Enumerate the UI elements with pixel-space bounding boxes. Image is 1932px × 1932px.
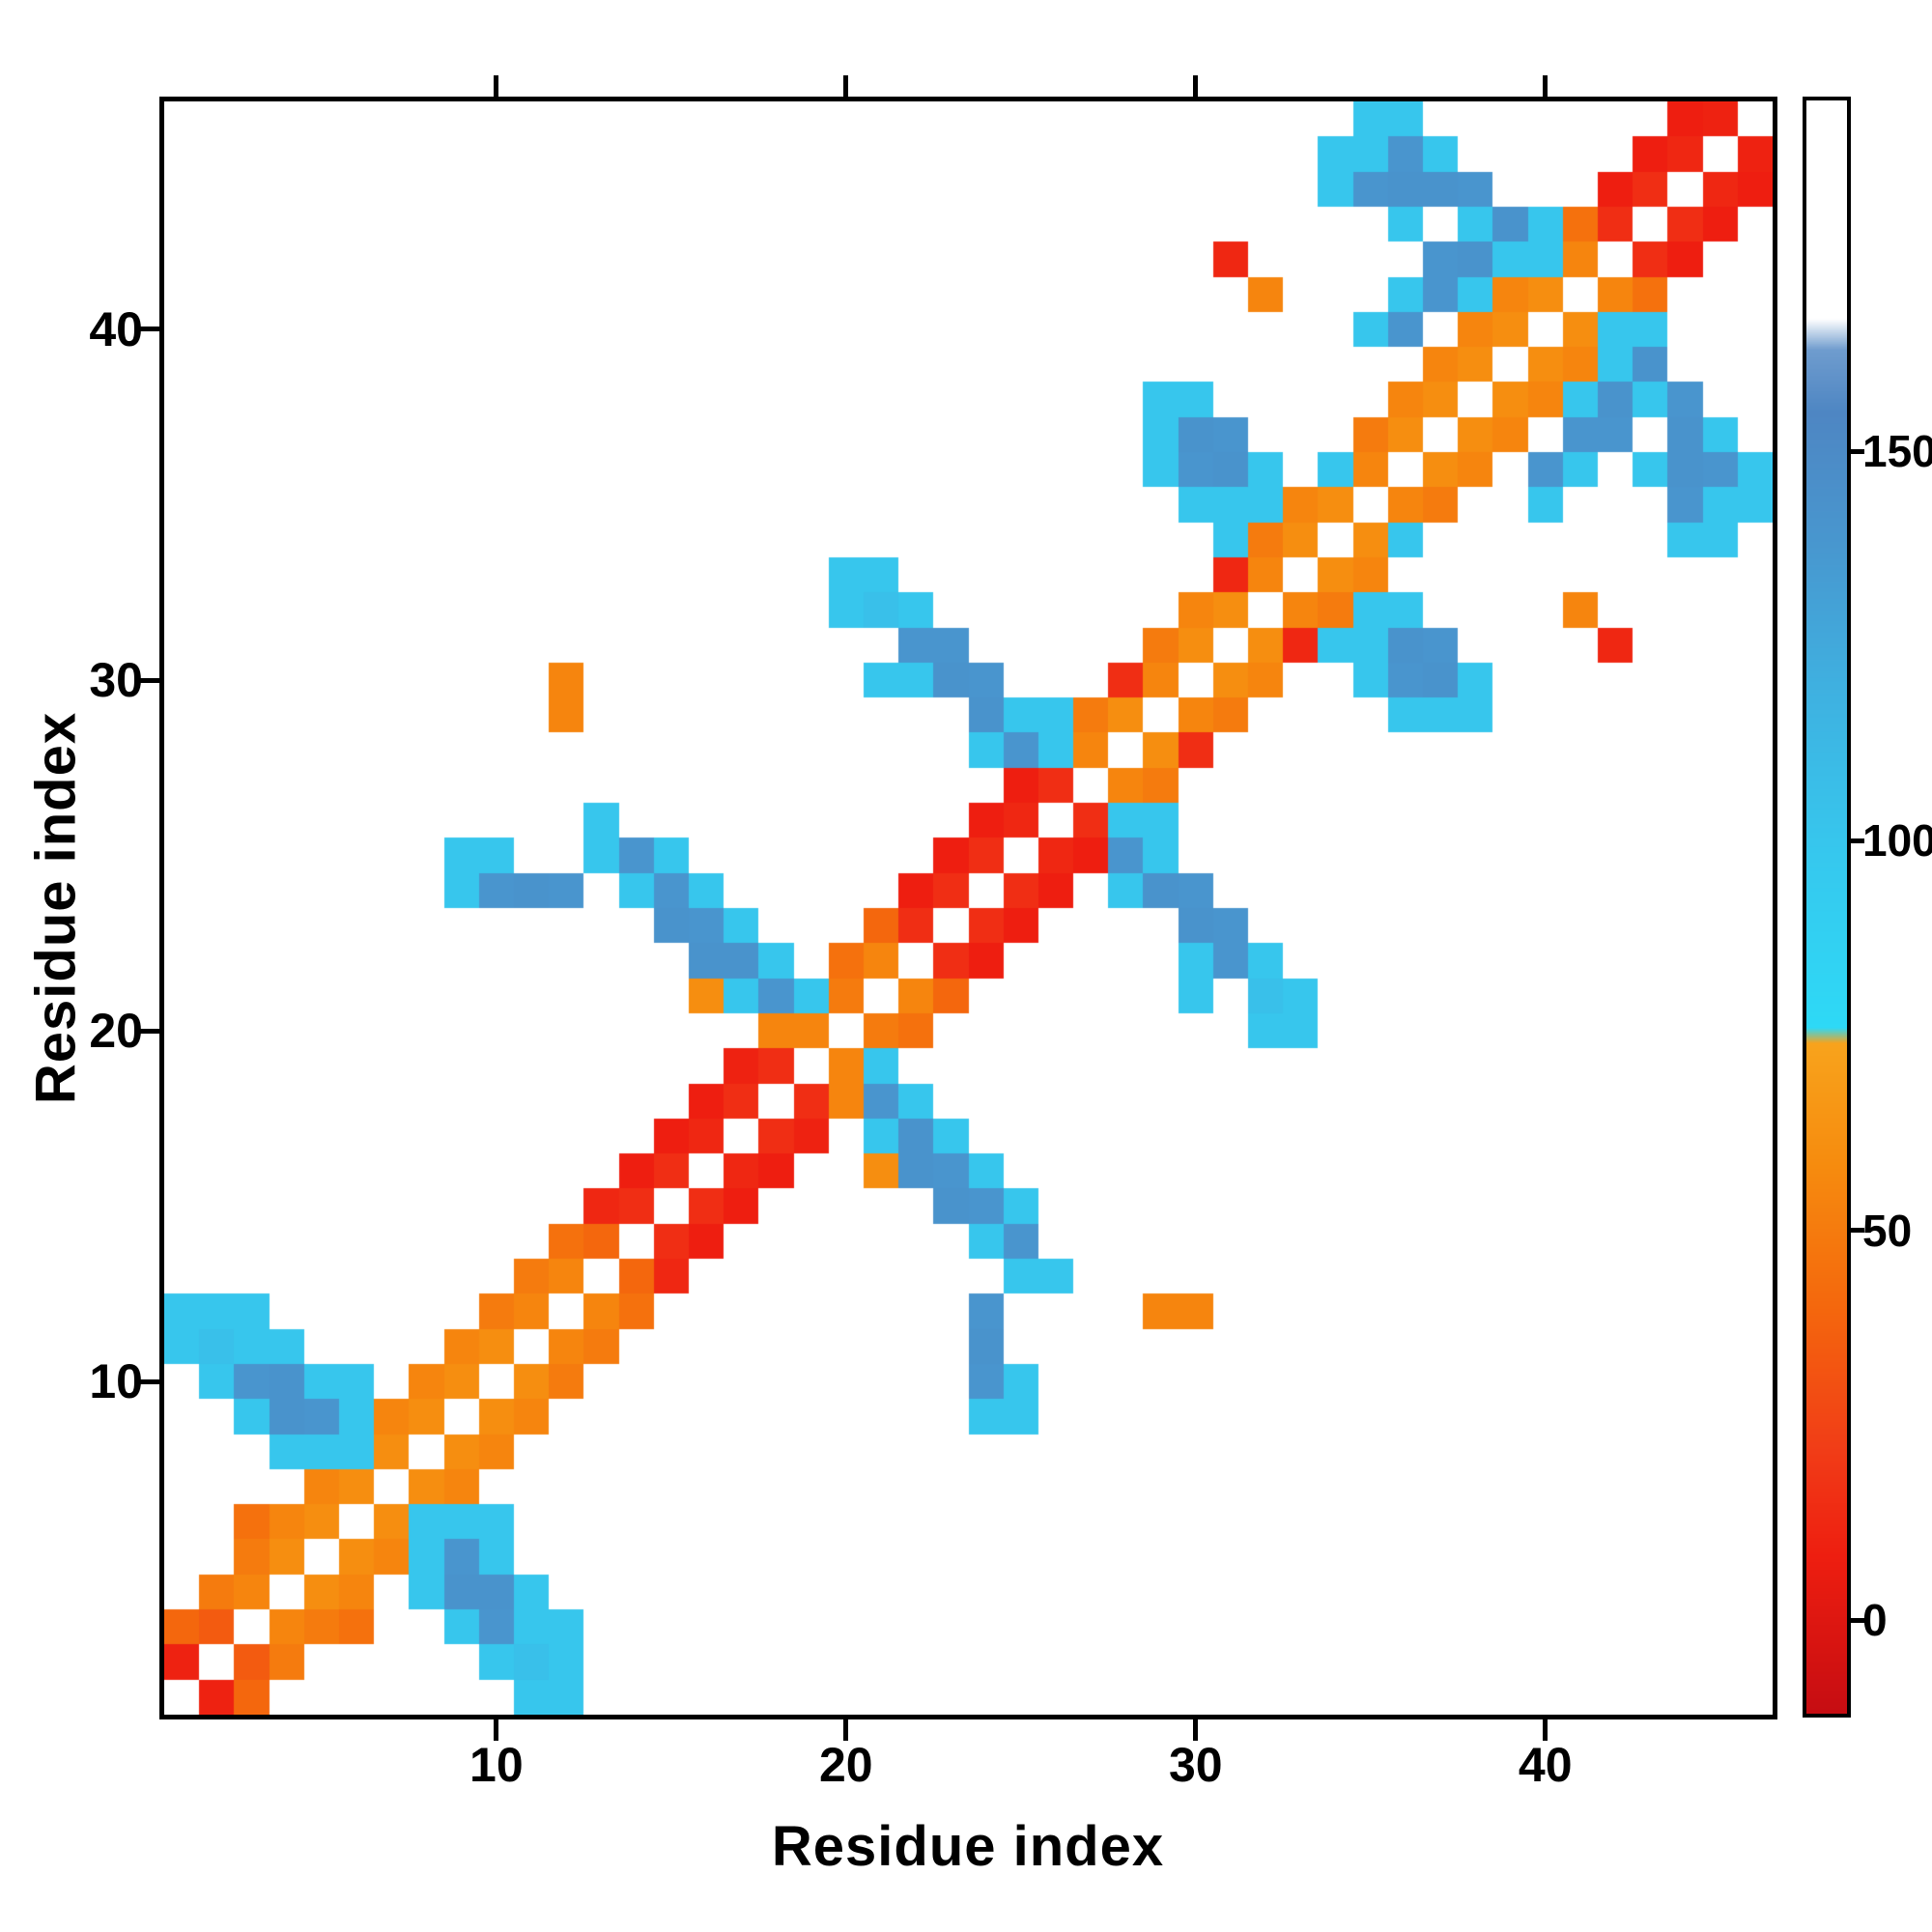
x-axis-label: Residue index bbox=[771, 1815, 1165, 1878]
colorbar-tick-label: 0 bbox=[1862, 1595, 1888, 1646]
x-top-tick-mark bbox=[494, 75, 499, 97]
colorbar bbox=[1803, 97, 1851, 1718]
y-tick-mark bbox=[138, 677, 159, 683]
x-top-tick-mark bbox=[1193, 75, 1199, 97]
colorbar-canvas bbox=[1806, 100, 1847, 1714]
colorbar-tick-mark bbox=[1851, 448, 1864, 454]
x-tick-label: 10 bbox=[469, 1738, 524, 1792]
x-top-tick-mark bbox=[843, 75, 849, 97]
x-tick-mark bbox=[1543, 1719, 1548, 1741]
x-tick-mark bbox=[843, 1719, 849, 1741]
colorbar-tick-mark bbox=[1851, 838, 1864, 843]
y-tick-mark bbox=[138, 1028, 159, 1034]
x-top-tick-mark bbox=[1543, 75, 1548, 97]
y-tick-label: 20 bbox=[89, 1004, 143, 1059]
x-tick-label: 30 bbox=[1168, 1738, 1223, 1792]
y-tick-mark bbox=[138, 327, 159, 332]
x-tick-label: 20 bbox=[819, 1738, 873, 1792]
x-tick-mark bbox=[1193, 1719, 1199, 1741]
y-tick-label: 40 bbox=[89, 301, 143, 356]
x-tick-label: 40 bbox=[1518, 1738, 1573, 1792]
colorbar-tick-mark bbox=[1851, 1228, 1864, 1234]
y-tick-label: 10 bbox=[89, 1354, 143, 1409]
y-tick-mark bbox=[138, 1378, 159, 1384]
colorbar-tick-label: 150 bbox=[1862, 426, 1932, 477]
colorbar-tick-label: 50 bbox=[1862, 1205, 1913, 1256]
colorbar-tick-mark bbox=[1851, 1617, 1864, 1623]
colorbar-tick-label: 100 bbox=[1862, 815, 1932, 867]
y-tick-label: 30 bbox=[89, 653, 143, 708]
heatmap-plot bbox=[159, 97, 1777, 1719]
x-tick-mark bbox=[494, 1719, 499, 1741]
heatmap-canvas bbox=[164, 101, 1773, 1715]
